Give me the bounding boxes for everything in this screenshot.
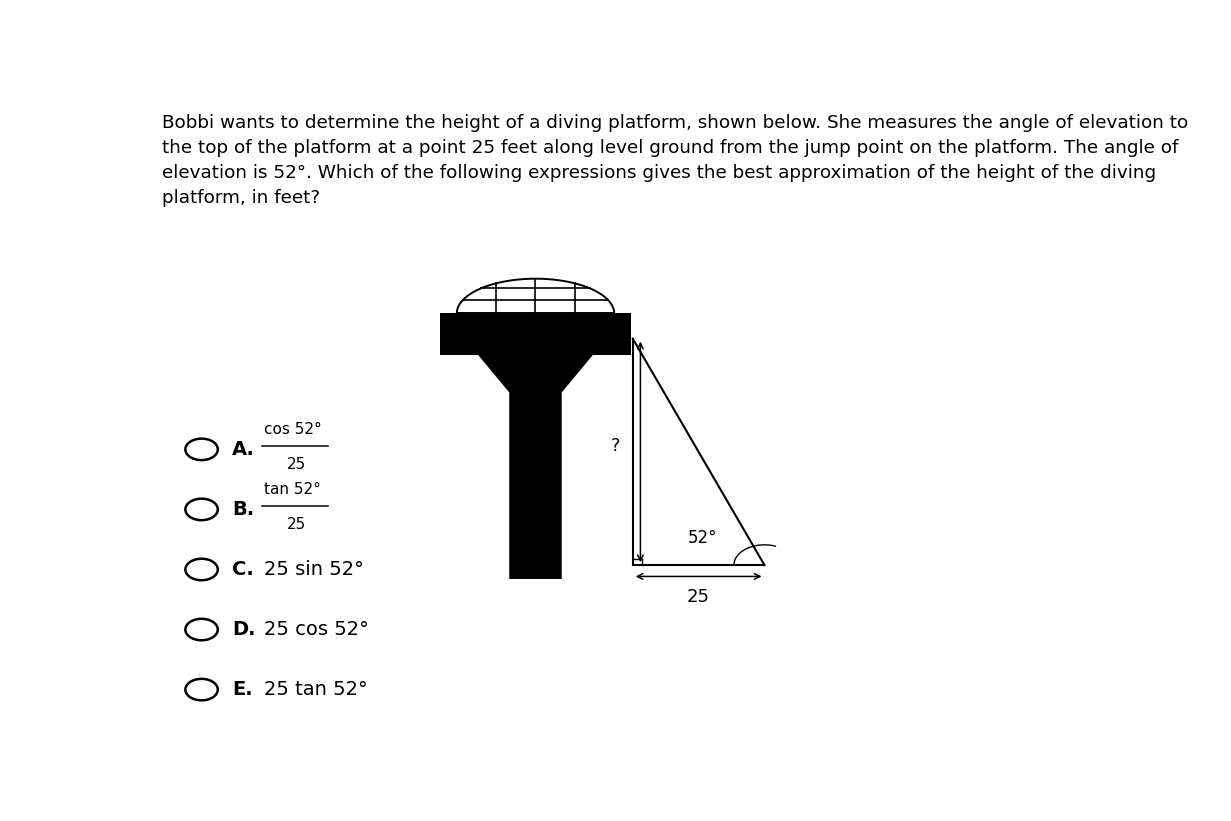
Text: 25 sin 52°: 25 sin 52° [263,560,363,579]
Text: 25 cos 52°: 25 cos 52° [263,620,368,639]
Text: 25: 25 [687,588,710,606]
Text: 25: 25 [287,457,305,472]
Bar [441,314,632,355]
Text: 25 tan 52°: 25 tan 52° [263,680,367,699]
Text: C.: C. [233,560,254,579]
Text: cos 52°: cos 52° [263,422,321,437]
Text: ?: ? [611,437,620,455]
Polygon shape [478,355,593,579]
Text: D.: D. [233,620,256,639]
Text: Bobbi wants to determine the height of a diving platform, shown below. She measu: Bobbi wants to determine the height of a… [161,114,1188,208]
Text: B.: B. [233,500,255,519]
Text: 25: 25 [287,517,305,532]
Text: A.: A. [233,440,255,459]
Text: tan 52°: tan 52° [263,482,320,497]
Text: 52°: 52° [688,530,718,548]
Text: E.: E. [233,680,252,699]
